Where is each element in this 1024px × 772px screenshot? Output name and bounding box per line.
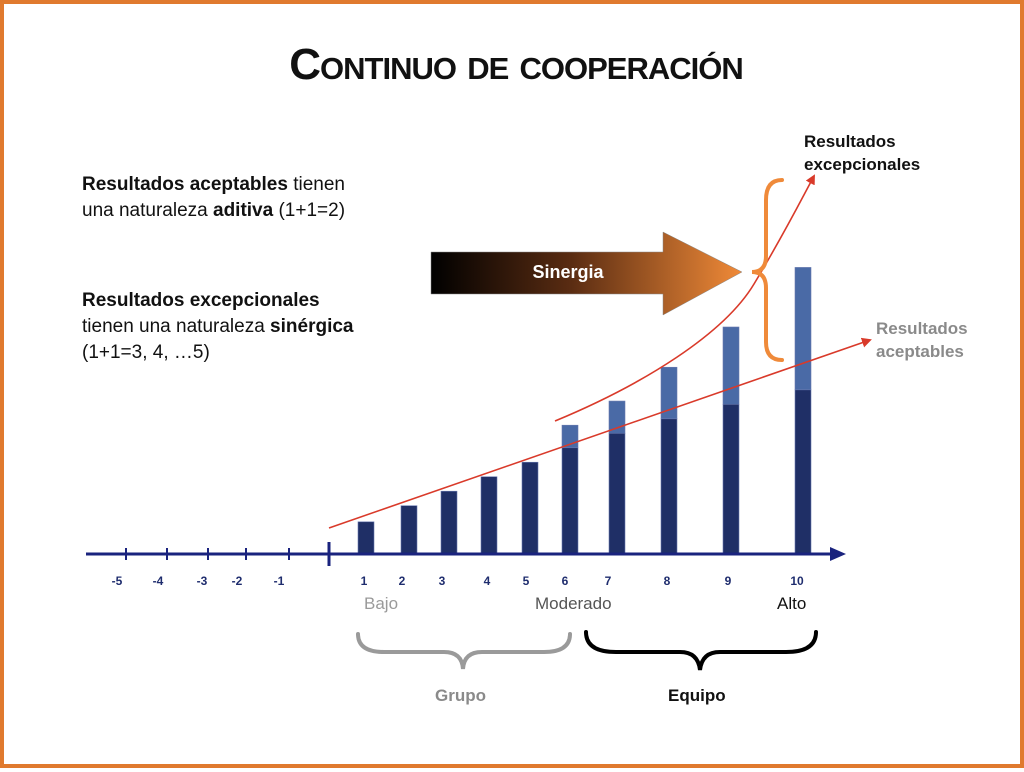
axis-tick-label: 3 [439,574,446,588]
axis-tick-label: 4 [484,574,491,588]
exceptional-description-line2a: tienen una naturaleza [82,316,271,337]
axis-tick-label: 9 [725,574,732,588]
exceptional-description: Resultados excepcionales tienen una natu… [82,288,353,366]
acceptable-trend-line [328,337,872,529]
exceptional-trend-curve [554,174,815,422]
label-acceptable-line1: Resultados [876,319,968,338]
team-label: Equipo [668,686,726,705]
bar-base-9 [722,403,740,555]
axis-tick-label: -5 [112,574,123,588]
bar-base-1 [357,521,375,555]
label-exceptional-line1: Resultados [804,132,896,151]
level-high: Alto [777,594,807,613]
axis-tick-label: 7 [605,574,612,588]
exceptional-description-bold: Resultados excepcionales [82,290,320,311]
bars-group [357,267,812,555]
label-acceptable-results: Resultados aceptables [876,317,968,363]
acceptable-description-bold: Resultados aceptables [82,174,288,195]
acceptable-description-line2a: una naturaleza [82,200,213,221]
axis-tick-label: 2 [399,574,406,588]
bar-synergy-9 [722,326,740,405]
label-acceptable-line2: aceptables [876,342,964,361]
axis-tick-label: 5 [523,574,530,588]
acceptable-description: Resultados aceptables tienen una natural… [82,172,345,224]
axis-tick-label: 8 [664,574,671,588]
axis-tick-label: -3 [197,574,208,588]
synergy-arrow [430,231,743,316]
axis-tick-label: -4 [153,574,164,588]
axis-tick-label: -2 [232,574,243,588]
level-low: Bajo [364,594,399,613]
bar-base-8 [660,418,678,555]
bar-base-2 [400,505,418,555]
results-brace [751,178,784,362]
bar-base-4 [480,476,498,555]
group-label: Grupo [435,686,486,705]
bar-synergy-10 [794,267,812,391]
bar-base-7 [608,432,626,555]
acceptable-description-rest: tienen [287,174,345,195]
group-brace [356,632,572,670]
axis-tick-label: 1 [361,574,368,588]
bar-base-3 [440,490,458,555]
bar-base-10 [794,389,812,555]
axis-tick-label: 10 [790,574,804,588]
acceptable-description-additive: aditiva [213,200,274,221]
bar-base-5 [521,461,539,555]
label-exceptional-line2: excepcionales [804,155,921,174]
team-brace [584,630,818,671]
synergy-arrow-label: Sinergia [532,262,604,282]
bar-base-6 [561,447,579,555]
bar-synergy-7 [608,400,626,434]
page-title: Continuo de cooperación [289,40,743,89]
bar-synergy-8 [660,366,678,420]
exceptional-description-synergic: sinérgica [270,316,354,337]
acceptable-description-line2b: (1+1=2) [273,200,346,221]
axis-tick-label: -1 [274,574,285,588]
axis-ticks: -5 -4 -3 -2 -1 1 2 3 4 5 6 7 8 9 10 [112,548,804,588]
x-axis-arrowhead [830,547,846,561]
label-exceptional-results: Resultados excepcionales [804,130,920,176]
exceptional-description-line3: (1+1=3, 4, …5) [82,342,210,363]
level-moderate: Moderado [535,594,612,613]
axis-tick-label: 6 [562,574,569,588]
chart-svg: Sinergia -5 -4 -3 -2 -1 1 2 3 4 5 6 7 8 9 10 [86,174,872,671]
